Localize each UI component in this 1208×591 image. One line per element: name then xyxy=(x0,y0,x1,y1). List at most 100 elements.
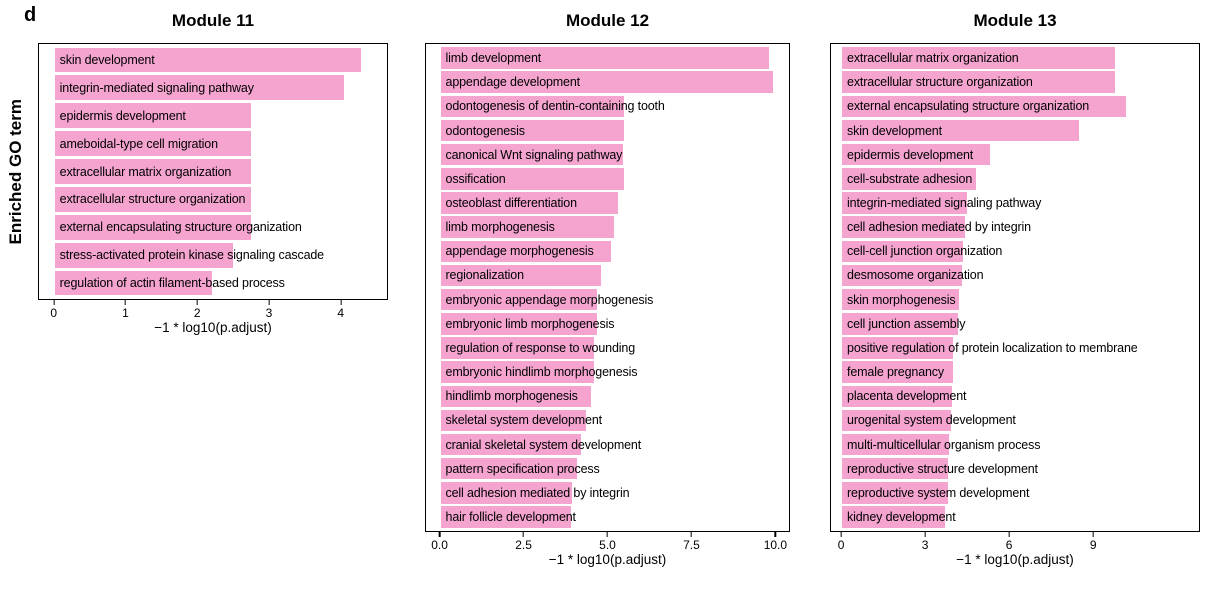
bar-row: stress-activated protein kinase signalin… xyxy=(39,241,387,269)
go-term-label: odontogenesis xyxy=(445,123,526,138)
go-term-label: extracellular matrix organization xyxy=(847,50,1019,65)
go-term-bar xyxy=(54,75,344,101)
go-term-label: osteoblast differentiation xyxy=(445,195,578,210)
x-tick: 6 xyxy=(1006,532,1012,551)
x-tick-mark xyxy=(840,532,842,537)
x-tick-mark xyxy=(53,300,55,305)
x-tick-mark xyxy=(522,532,525,537)
x-tick-label: 3 xyxy=(265,306,273,320)
x-tick: 4 xyxy=(337,300,344,319)
go-term-bar xyxy=(54,270,212,296)
go-term-bar xyxy=(842,385,953,408)
plot-area: limb development appendage development odo… xyxy=(425,43,790,532)
go-term-bar xyxy=(440,361,595,383)
x-axis: 0 1 2 3 4 xyxy=(38,300,388,322)
go-term-label: appendage morphogenesis xyxy=(445,244,594,259)
go-term-bar xyxy=(54,47,362,73)
go-term-bar xyxy=(440,313,598,335)
x-tick-label: 2.5 xyxy=(515,538,532,552)
x-tick: 2 xyxy=(194,300,201,319)
go-term-bar xyxy=(842,119,1079,142)
x-tick-mark xyxy=(268,300,270,305)
bar-row: regulation of response to wounding xyxy=(426,336,789,360)
go-term-bar xyxy=(54,214,251,240)
go-term-label: cranial skeletal system development xyxy=(445,437,642,452)
bar-row: canonical Wnt signaling pathway xyxy=(426,143,789,167)
x-axis: 0 3 6 9 xyxy=(830,532,1200,554)
go-term-bar xyxy=(842,95,1127,118)
go-term-bar xyxy=(440,385,591,408)
go-term-label: appendage development xyxy=(445,74,581,89)
x-tick-label: 0.0 xyxy=(431,538,448,552)
bar-row: odontogenesis xyxy=(426,118,789,142)
go-term-bar xyxy=(440,216,615,238)
go-term-bar xyxy=(842,240,964,263)
go-term-bar xyxy=(842,482,948,504)
go-term-bar xyxy=(842,143,990,166)
bar-row: ameboidal-type cell migration xyxy=(39,130,387,158)
go-term-label: reproductive system development xyxy=(847,485,1030,500)
go-term-bar xyxy=(54,103,251,129)
go-term-label: skin morphogenesis xyxy=(847,292,956,307)
go-term-bar xyxy=(440,143,623,166)
chart-module-13: Module 13 extracellular matrix organizat… xyxy=(830,0,1200,591)
go-term-label: cell junction assembly xyxy=(847,316,966,331)
bar-row: cell-substrate adhesion xyxy=(831,167,1199,191)
go-term-bar xyxy=(440,47,770,69)
bar-row: female pregnancy xyxy=(831,360,1199,384)
go-term-bar xyxy=(440,264,601,287)
chart-title: Module 12 xyxy=(565,11,650,30)
go-term-label: skeletal system development xyxy=(445,413,603,428)
bar-row: cell-cell junction organization xyxy=(831,239,1199,263)
bar-row: kidney development xyxy=(831,505,1199,529)
x-tick-mark xyxy=(690,532,693,537)
go-term-label: skin development xyxy=(847,123,942,138)
x-tick-mark xyxy=(606,532,609,537)
go-term-label: embryonic hindlimb morphogenesis xyxy=(445,364,638,379)
x-tick: 9 xyxy=(1090,532,1097,551)
go-term-label: odontogenesis of dentin-containing tooth xyxy=(445,99,665,114)
bar-row: skin morphogenesis xyxy=(831,288,1199,312)
go-term-bar xyxy=(842,409,951,432)
bar-row: osteoblast differentiation xyxy=(426,191,789,215)
bar-row: embryonic hindlimb morphogenesis xyxy=(426,360,789,384)
bar-row: extracellular matrix organization xyxy=(39,158,387,186)
panel-letter: d xyxy=(24,4,37,26)
x-tick: 1 xyxy=(122,300,129,319)
bar-row: appendage development xyxy=(426,70,789,94)
bar-row: limb development xyxy=(426,46,789,70)
bar-row: hair follicle development xyxy=(426,505,789,529)
x-tick-mark xyxy=(340,300,342,305)
go-term-bar xyxy=(440,71,773,93)
x-tick: 10.0 xyxy=(764,532,787,551)
go-term-label: skin development xyxy=(59,52,155,67)
go-term-bar xyxy=(440,482,573,504)
bar-row: limb morphogenesis xyxy=(426,215,789,239)
go-term-label: cell adhesion mediated by integrin xyxy=(847,219,1031,234)
x-tick-label: 9 xyxy=(1089,538,1097,552)
go-term-label: canonical Wnt signaling pathway xyxy=(445,147,623,162)
plot-area: skin development integrin-mediated signal… xyxy=(38,43,388,300)
go-term-label: urogenital system development xyxy=(847,413,1016,428)
bar-row: appendage morphogenesis xyxy=(426,239,789,263)
go-term-label: desmosome organization xyxy=(847,268,984,283)
go-term-bar xyxy=(54,159,251,184)
bar-row: extracellular structure organization xyxy=(39,185,387,213)
x-tick-mark xyxy=(1008,532,1010,537)
bar-row: integrin-mediated signaling pathway xyxy=(831,191,1199,215)
go-term-label: multi-multicellular organism process xyxy=(847,437,1041,452)
go-term-bar xyxy=(440,240,611,263)
x-tick-label: 0 xyxy=(837,538,845,552)
bar-row: placenta development xyxy=(831,384,1199,408)
go-term-bar xyxy=(440,337,595,359)
bar-row: cell junction assembly xyxy=(831,312,1199,336)
go-term-bar xyxy=(842,506,946,528)
x-axis: 0.0 2.5 5.0 7.5 10.0 xyxy=(425,532,790,554)
bar-row: embryonic appendage morphogenesis xyxy=(426,288,789,312)
bar-row: odontogenesis of dentin-containing tooth xyxy=(426,94,789,118)
go-term-bar xyxy=(440,457,578,480)
bar-row: multi-multicellular organism process xyxy=(831,433,1199,457)
go-term-label: integrin-mediated signaling pathway xyxy=(847,195,1042,210)
x-tick-label: 0 xyxy=(50,306,58,320)
go-term-label: ossification xyxy=(445,171,506,186)
